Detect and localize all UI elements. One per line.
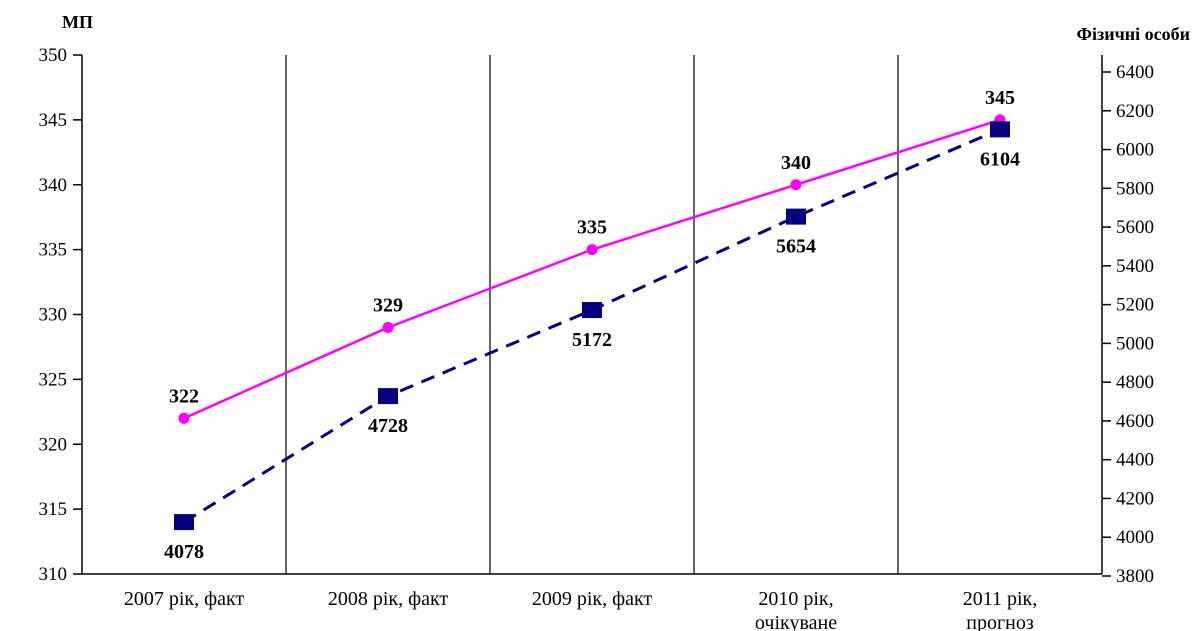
right-tick-label: 4200 bbox=[1116, 488, 1154, 509]
left-axis-title: МП bbox=[62, 12, 93, 32]
left-tick-label: 345 bbox=[39, 110, 68, 131]
category-label: прогноз bbox=[966, 612, 1034, 631]
right-axis: 3800 4000 4200 4400 4600 4800 5000 5200 5400 5600… bbox=[1102, 62, 1154, 587]
individuals-data-label: 5172 bbox=[572, 329, 612, 351]
right-tick-label: 4600 bbox=[1116, 411, 1154, 432]
individuals-data-point bbox=[378, 388, 398, 405]
left-tick-label: 330 bbox=[39, 305, 68, 326]
left-axis: 310 315 320 325 330 335 340 345 350 bbox=[39, 45, 82, 585]
category-axis: 2007 рік, факт 2008 рік, факт 2009 рік, фа… bbox=[124, 588, 1037, 631]
right-tick-label: 5800 bbox=[1116, 178, 1154, 199]
category-label: 2010 рік, bbox=[758, 588, 833, 610]
individuals-data-label: 4078 bbox=[164, 541, 204, 563]
individuals-data-point bbox=[174, 514, 194, 531]
individuals-data-label: 5654 bbox=[776, 236, 816, 258]
mp-data-point bbox=[790, 179, 802, 191]
right-tick-label: 4000 bbox=[1116, 527, 1154, 548]
series-layer: 322 329 335 340 345 4078 4728 5172 5654 6104 bbox=[164, 87, 1020, 563]
right-tick-label: 6400 bbox=[1116, 62, 1154, 83]
individuals-data-point bbox=[582, 302, 602, 319]
category-label: 2007 рік, факт bbox=[124, 588, 245, 610]
mp-data-label: 335 bbox=[577, 217, 607, 239]
left-tick-label: 315 bbox=[39, 499, 68, 520]
right-tick-label: 3800 bbox=[1116, 566, 1154, 587]
mp-data-label: 329 bbox=[373, 294, 403, 316]
mp-series-line bbox=[183, 118, 1001, 420]
mp-data-label: 345 bbox=[985, 87, 1015, 109]
right-axis-title: Фізичні особи bbox=[1077, 24, 1190, 44]
mp-data-point bbox=[382, 321, 394, 333]
right-tick-label: 5400 bbox=[1116, 256, 1154, 277]
left-tick-label: 335 bbox=[39, 240, 68, 261]
right-tick-label: 5200 bbox=[1116, 295, 1154, 316]
left-tick-label: 320 bbox=[39, 434, 68, 455]
individuals-data-label: 4728 bbox=[368, 415, 408, 437]
individuals-data-label: 6104 bbox=[980, 148, 1020, 170]
category-label: очікуване bbox=[755, 612, 837, 631]
mp-data-label: 322 bbox=[169, 385, 199, 407]
mp-data-point bbox=[178, 412, 190, 424]
right-tick-label: 6000 bbox=[1116, 140, 1154, 161]
right-tick-label: 5600 bbox=[1116, 217, 1154, 238]
left-tick-label: 325 bbox=[39, 369, 68, 390]
plot-frame bbox=[81, 55, 1103, 575]
individuals-series-line bbox=[183, 127, 1001, 524]
category-label: 2011 рік, bbox=[963, 588, 1038, 610]
mp-data-point bbox=[586, 244, 598, 256]
left-tick-label: 350 bbox=[39, 45, 68, 66]
individuals-data-point bbox=[990, 121, 1010, 138]
individuals-data-point bbox=[786, 208, 806, 225]
category-label: 2008 рік, факт bbox=[328, 588, 449, 610]
left-tick-label: 340 bbox=[39, 175, 68, 196]
left-tick-label: 310 bbox=[39, 564, 68, 585]
category-label: 2009 рік, факт bbox=[532, 588, 653, 610]
right-tick-label: 4800 bbox=[1116, 372, 1154, 393]
right-tick-label: 6200 bbox=[1116, 101, 1154, 122]
mp-data-label: 340 bbox=[781, 152, 811, 174]
right-tick-label: 5000 bbox=[1116, 333, 1154, 354]
right-tick-label: 4400 bbox=[1116, 450, 1154, 471]
